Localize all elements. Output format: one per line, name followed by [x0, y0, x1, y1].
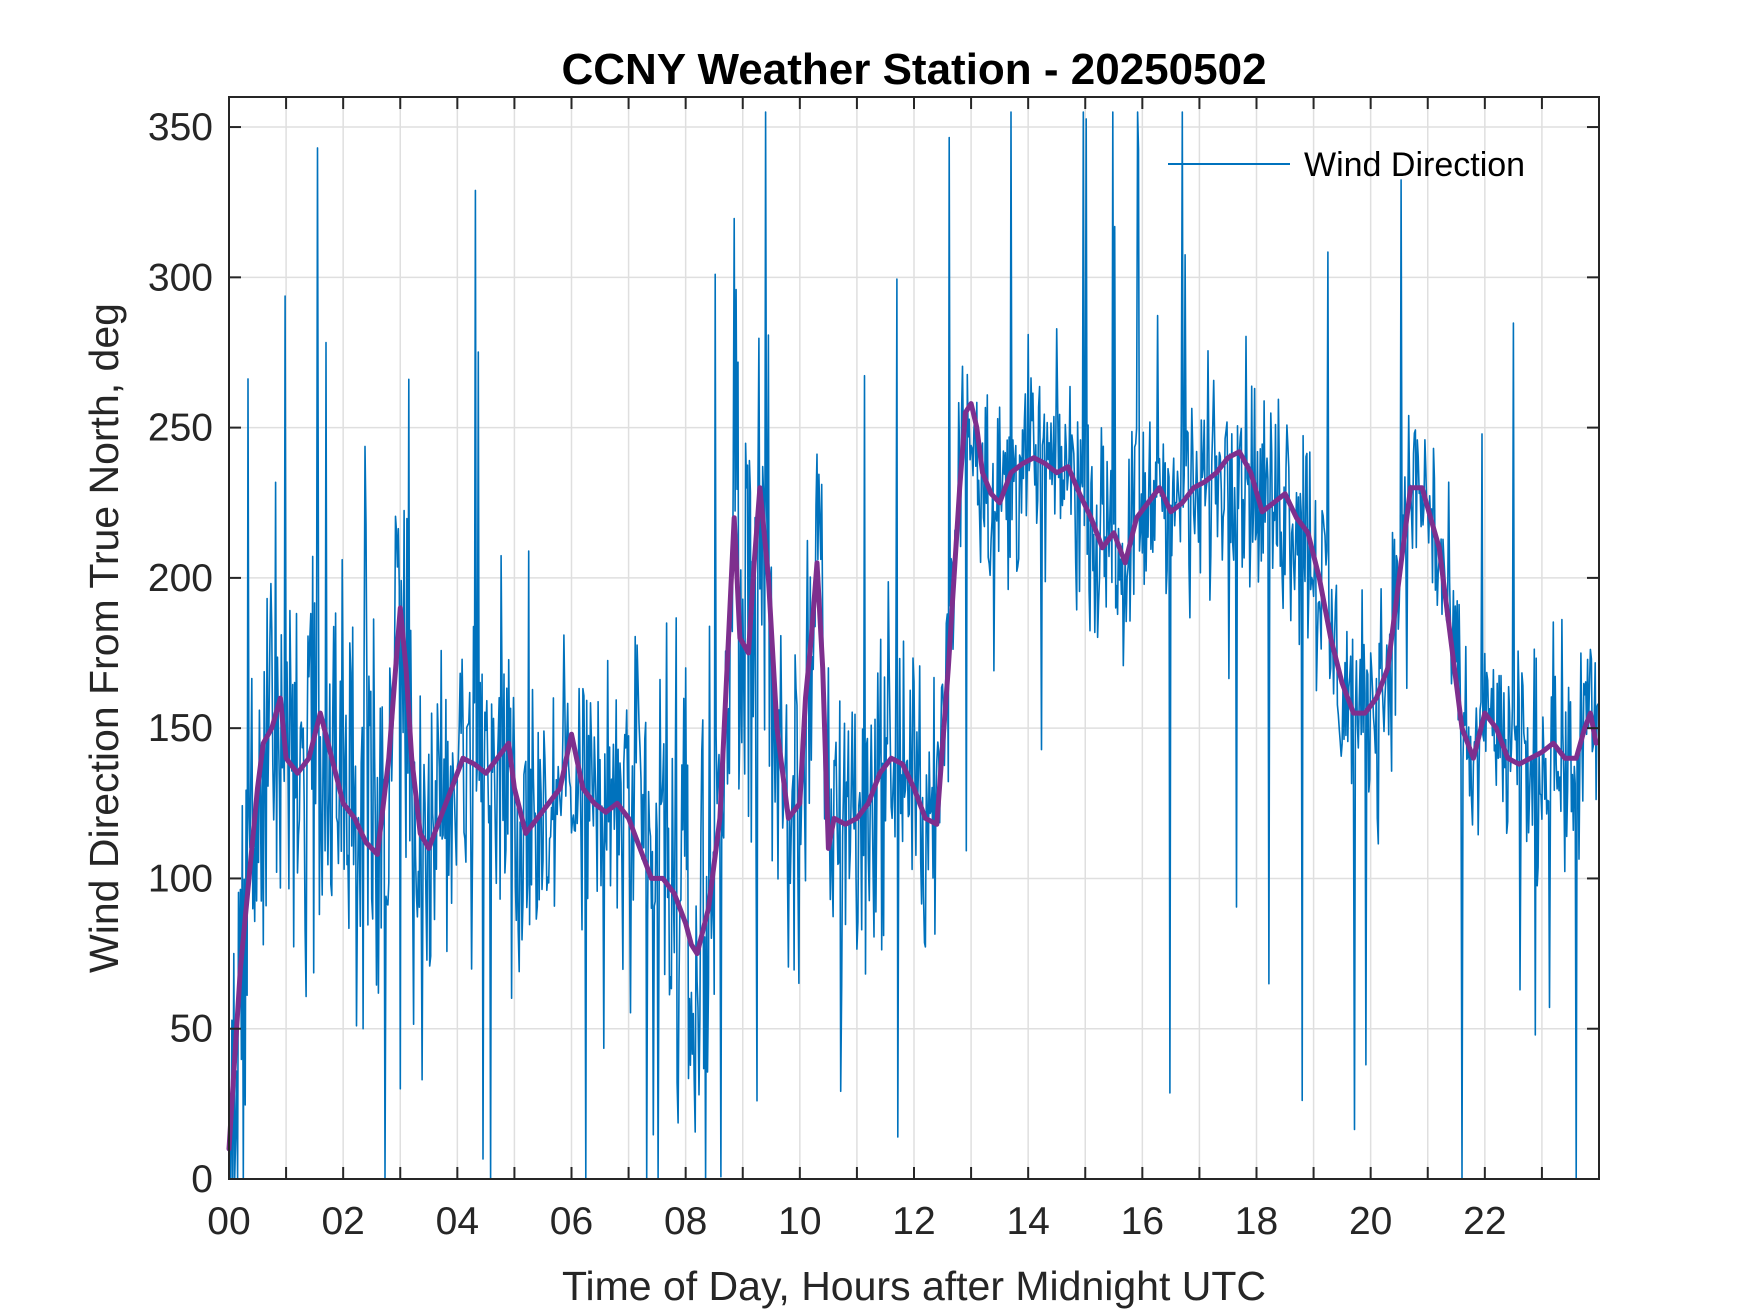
wind-direction-line	[228, 111, 1599, 1180]
smoothed-series	[226, 401, 1599, 1152]
x-tick-label: 16	[1121, 1200, 1164, 1243]
y-tick-label: 150	[148, 707, 213, 750]
x-tick-label: 04	[436, 1200, 479, 1243]
x-tick-label: 06	[550, 1200, 593, 1243]
x-tick-label: 12	[892, 1200, 935, 1243]
legend-label-wind-direction: Wind Direction	[1304, 146, 1525, 184]
x-tick-label: 00	[207, 1200, 250, 1243]
smoothed-wind-direction-line	[226, 401, 1599, 1152]
y-tick-label: 200	[148, 557, 213, 600]
chart-title: CCNY Weather Station - 20250502	[561, 45, 1266, 94]
legend: Wind Direction	[1168, 146, 1525, 184]
x-tick-label: 10	[778, 1200, 821, 1243]
y-tick-label: 350	[148, 106, 213, 149]
x-tick-label: 20	[1349, 1200, 1392, 1243]
axis-ticks: 00 02 04 06 08 10 12 14 16 18 20 22 0 50 100 150 200 250 3…	[148, 97, 1600, 1243]
grid-lines	[229, 97, 1599, 1179]
x-tick-label: 02	[321, 1200, 364, 1243]
y-tick-label: 250	[148, 407, 213, 450]
y-axis-label: Wind Direction From True North, deg	[81, 303, 127, 973]
x-axis-label: Time of Day, Hours after Midnight UTC	[562, 1263, 1266, 1309]
y-tick-label: 300	[148, 256, 213, 299]
x-tick-label: 14	[1006, 1200, 1049, 1243]
y-tick-label: 100	[148, 857, 213, 900]
x-tick-label: 22	[1463, 1200, 1506, 1243]
wind-direction-series	[228, 111, 1599, 1180]
y-tick-label: 50	[170, 1008, 213, 1051]
y-tick-label: 0	[191, 1158, 213, 1201]
x-tick-label: 18	[1235, 1200, 1278, 1243]
x-tick-label: 08	[664, 1200, 707, 1243]
